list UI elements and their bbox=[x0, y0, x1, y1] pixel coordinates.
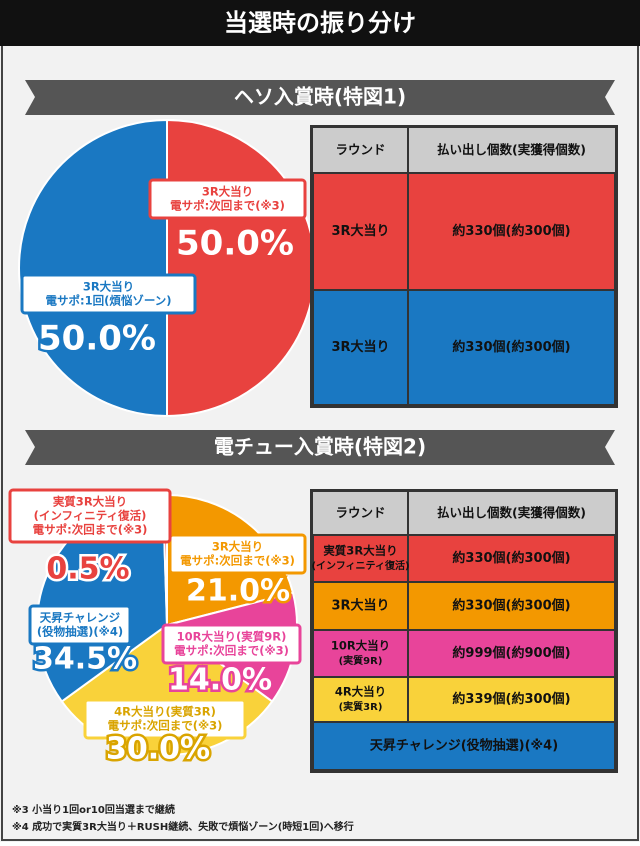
slice-percent: 30.0% bbox=[106, 732, 210, 767]
label-box bbox=[83, 698, 247, 740]
slice-label: 3R大当り bbox=[83, 280, 134, 294]
page-title: 当選時の振り分け bbox=[224, 9, 416, 37]
table-cell: 3R大当り bbox=[331, 223, 389, 239]
table-cell: 約330個(約300個) bbox=[452, 223, 570, 239]
slice-label: 電サポ:次回まで(※3) bbox=[33, 523, 148, 537]
pie-slice bbox=[18, 118, 168, 418]
table-cell: 3R大当り bbox=[331, 339, 389, 355]
slice-label: (インフィニティ復活) bbox=[34, 509, 147, 523]
title-bar bbox=[0, 0, 640, 46]
table-cell: (インフィニティ復活) bbox=[311, 559, 409, 572]
table-cell: 3R大当り bbox=[331, 598, 389, 614]
slice-label: 電サポ:次回まで(※3) bbox=[108, 719, 223, 733]
slice-label: 実質3R大当り bbox=[53, 495, 127, 509]
footnote: ※3 小当り1回or10回当選まで継続 bbox=[12, 803, 175, 816]
table-row bbox=[312, 289, 616, 406]
slice-percent: 50.0% bbox=[38, 319, 156, 359]
table-cell: 約999個(約900個) bbox=[452, 645, 570, 661]
table-row bbox=[312, 676, 616, 723]
table-row bbox=[312, 534, 616, 583]
section-banner bbox=[25, 430, 615, 465]
table-cell: 実質3R大当り bbox=[323, 544, 397, 558]
label-box bbox=[161, 623, 302, 665]
label-box bbox=[168, 533, 307, 575]
table-cell: 約339個(約300個) bbox=[452, 691, 570, 707]
slice-percent: 50.0% bbox=[176, 224, 294, 264]
table-cell: 約330個(約300個) bbox=[452, 550, 570, 566]
slice-label: 10R大当り(実質9R) bbox=[177, 630, 287, 644]
table-cell: 約330個(約300個) bbox=[452, 598, 570, 614]
label-box bbox=[20, 273, 197, 315]
slice-label: 3R大当り bbox=[212, 540, 263, 554]
table-cell: (実質9R) bbox=[339, 654, 383, 667]
table-header-cell: 払い出し個数(実獲得個数) bbox=[437, 142, 586, 157]
footnote: ※4 成功で実質3R大当り＋RUSH継続、失敗で煩悩ゾーン(時短1回)へ移行 bbox=[12, 820, 354, 833]
label-box bbox=[28, 604, 132, 646]
slice-label: 天昇チャレンジ bbox=[40, 611, 121, 625]
slice-percent: 0.5% bbox=[46, 552, 129, 587]
table-header-cell: ラウンド bbox=[335, 142, 385, 157]
slice-label: 電サポ:次回まで(※3) bbox=[174, 644, 289, 658]
table-cell: 4R大当り bbox=[335, 685, 386, 699]
table-header-cell: ラウンド bbox=[335, 505, 385, 520]
table-row bbox=[312, 721, 616, 771]
table-cell: 天昇チャレンジ(役物抽選)(※4) bbox=[370, 738, 558, 754]
label-box bbox=[8, 488, 172, 544]
table-row bbox=[312, 172, 616, 291]
table-cell: 約330個(約300個) bbox=[452, 339, 570, 355]
slice-label: 3R大当り bbox=[202, 185, 253, 199]
slice-label: 電サポ:次回まで(※3) bbox=[170, 199, 285, 213]
table-cell: (実質3R) bbox=[339, 700, 383, 713]
table-row bbox=[312, 581, 616, 631]
section-banner bbox=[25, 80, 615, 115]
table-header-cell: 払い出し個数(実獲得個数) bbox=[437, 505, 586, 520]
slice-percent: 21.0% bbox=[186, 574, 290, 609]
slice-percent: 14.0% bbox=[168, 663, 272, 698]
slice-label: 電サポ:1回(煩悩ゾーン) bbox=[45, 294, 171, 308]
slice-label: (役物抽選)(※4) bbox=[37, 625, 123, 639]
label-box bbox=[148, 178, 307, 220]
table-cell: 10R大当り bbox=[331, 639, 390, 653]
section-title: ヘソ入賞時(特図1) bbox=[234, 85, 406, 109]
table-header bbox=[313, 128, 615, 173]
section-title: 電チュー入賞時(特図2) bbox=[214, 435, 426, 459]
slice-label: 4R大当り(実質3R) bbox=[114, 705, 216, 719]
table-row bbox=[312, 629, 616, 678]
table-header bbox=[313, 492, 615, 535]
slice-label: 電サポ:次回まで(※3) bbox=[180, 554, 295, 568]
slice-percent: 34.5% bbox=[33, 642, 137, 677]
